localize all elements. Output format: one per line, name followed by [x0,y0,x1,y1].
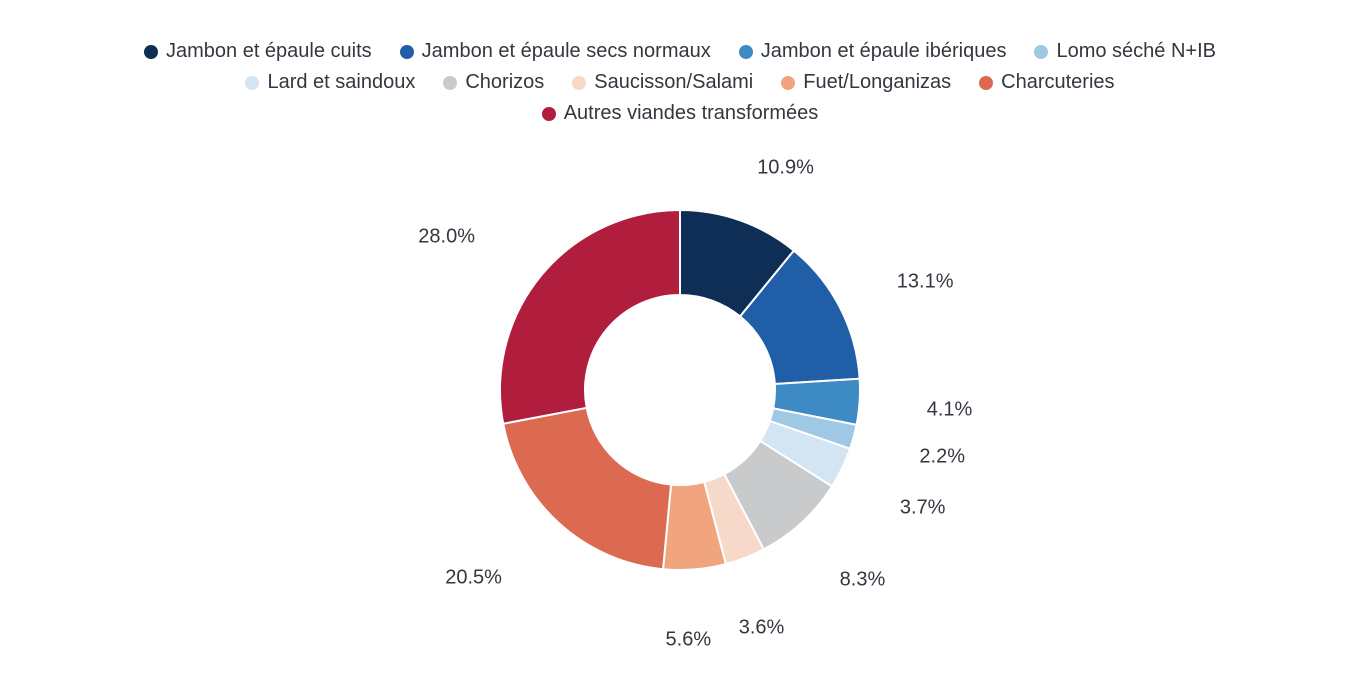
slice-percent-label: 28.0% [418,225,475,248]
slice-percent-label: 3.6% [739,616,785,639]
donut-slice[interactable] [503,408,671,569]
legend-label: Lard et saindoux [267,71,415,94]
donut-svg [480,190,880,590]
legend-item[interactable]: Chorizos [443,71,544,94]
legend-item[interactable]: Autres viandes transformées [542,102,819,125]
legend-item[interactable]: Jambon et épaule ibériques [739,40,1007,63]
chart-container: Jambon et épaule cuits Jambon et épaule s… [0,0,1360,680]
slice-percent-label: 4.1% [927,398,973,421]
donut-chart: 10.9%13.1%4.1%2.2%3.7%8.3%3.6%5.6%20.5%2… [330,155,1030,625]
legend-swatch [781,76,795,90]
legend-item[interactable]: Jambon et épaule secs normaux [400,40,711,63]
legend-item[interactable]: Charcuteries [979,71,1114,94]
slice-percent-label: 3.7% [900,496,946,519]
legend-item[interactable]: Lomo séché N+IB [1034,40,1216,63]
legend: Jambon et épaule cuits Jambon et épaule s… [130,40,1230,125]
legend-item[interactable]: Saucisson/Salami [572,71,753,94]
legend-swatch [739,45,753,59]
legend-swatch [1034,45,1048,59]
legend-label: Jambon et épaule secs normaux [422,40,711,63]
legend-label: Lomo séché N+IB [1056,40,1216,63]
legend-label: Jambon et épaule ibériques [761,40,1007,63]
legend-label: Charcuteries [1001,71,1114,94]
legend-swatch [572,76,586,90]
legend-label: Jambon et épaule cuits [166,40,372,63]
slice-percent-label: 20.5% [445,567,502,590]
legend-swatch [542,107,556,121]
legend-label: Chorizos [465,71,544,94]
legend-swatch [245,76,259,90]
legend-label: Autres viandes transformées [564,102,819,125]
legend-swatch [400,45,414,59]
slice-percent-label: 8.3% [840,569,886,592]
legend-swatch [144,45,158,59]
slice-percent-label: 13.1% [897,271,954,294]
legend-item[interactable]: Fuet/Longanizas [781,71,951,94]
legend-swatch [443,76,457,90]
slice-percent-label: 5.6% [666,629,712,652]
donut-slice[interactable] [500,210,680,424]
legend-label: Saucisson/Salami [594,71,753,94]
slice-percent-label: 10.9% [757,157,814,180]
legend-swatch [979,76,993,90]
legend-label: Fuet/Longanizas [803,71,951,94]
slice-percent-label: 2.2% [919,445,965,468]
legend-item[interactable]: Lard et saindoux [245,71,415,94]
legend-item[interactable]: Jambon et épaule cuits [144,40,372,63]
